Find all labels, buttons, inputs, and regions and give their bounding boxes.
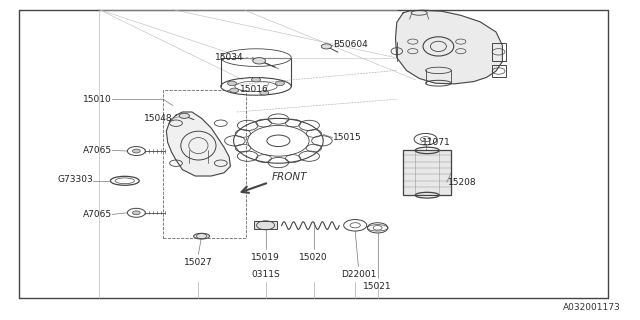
- Bar: [492, 43, 506, 61]
- Circle shape: [132, 211, 140, 215]
- Text: 0311S: 0311S: [252, 270, 280, 279]
- Bar: [163, 90, 246, 238]
- Text: 15010: 15010: [83, 95, 112, 104]
- Text: 15015: 15015: [333, 133, 362, 142]
- Text: 15048: 15048: [144, 114, 173, 123]
- Polygon shape: [166, 112, 230, 176]
- Text: FRONT: FRONT: [272, 172, 307, 182]
- Text: 11071: 11071: [422, 138, 451, 147]
- Circle shape: [260, 91, 269, 95]
- Polygon shape: [403, 150, 451, 195]
- Text: 15019: 15019: [252, 253, 280, 262]
- Circle shape: [252, 77, 260, 82]
- Text: G73303: G73303: [57, 175, 93, 184]
- Bar: [254, 221, 277, 229]
- Text: D22001: D22001: [340, 270, 376, 279]
- Bar: [403, 150, 451, 195]
- Text: 15027: 15027: [184, 258, 212, 267]
- Text: A7065: A7065: [83, 146, 112, 155]
- Text: 15020: 15020: [300, 253, 328, 262]
- Circle shape: [253, 58, 266, 64]
- Bar: [492, 65, 506, 77]
- Circle shape: [230, 88, 239, 92]
- Circle shape: [275, 81, 284, 85]
- Ellipse shape: [193, 233, 210, 239]
- Circle shape: [179, 113, 189, 118]
- Text: 15021: 15021: [364, 282, 392, 291]
- Circle shape: [132, 149, 140, 153]
- Circle shape: [321, 44, 332, 49]
- Polygon shape: [396, 10, 502, 84]
- Text: 15034: 15034: [214, 53, 243, 62]
- Text: 15016: 15016: [240, 85, 269, 94]
- Text: B50604: B50604: [333, 40, 367, 49]
- Text: A032001173: A032001173: [563, 303, 621, 312]
- Text: A7065: A7065: [83, 210, 112, 219]
- Text: 15208: 15208: [448, 178, 477, 187]
- Circle shape: [228, 81, 237, 85]
